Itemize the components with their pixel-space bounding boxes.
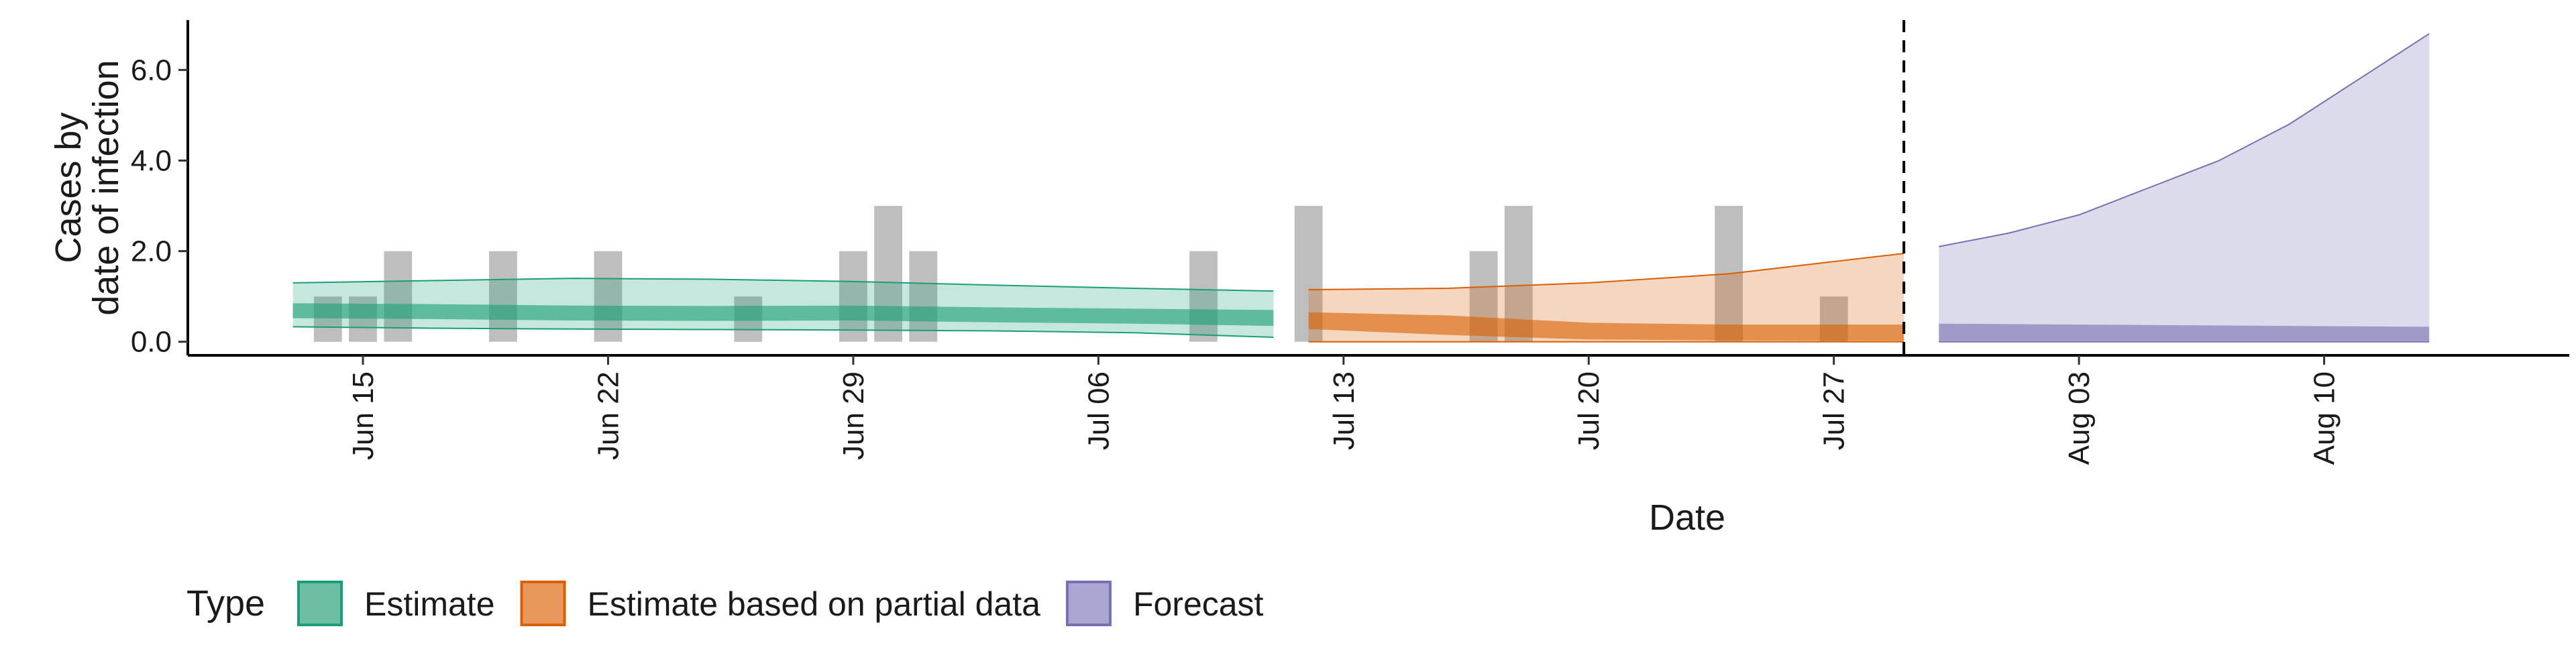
bands-layer bbox=[292, 33, 2430, 343]
x-tick-label: Jun 22 bbox=[592, 371, 625, 460]
x-tick-label: Aug 03 bbox=[2063, 371, 2096, 465]
reported-case-bar bbox=[594, 251, 623, 342]
estimate-lower-line bbox=[292, 326, 1274, 338]
legend-swatch bbox=[297, 581, 343, 626]
estimate-inner-band bbox=[292, 303, 1274, 327]
y-axis-title: Cases bydate of infection bbox=[48, 60, 126, 315]
y-axis-title-line: date of infection bbox=[86, 60, 126, 315]
reported-case-bar bbox=[839, 251, 867, 342]
reported-case-bar bbox=[909, 251, 938, 342]
legend-swatch bbox=[520, 581, 566, 626]
x-axis-title: Date bbox=[1649, 497, 1725, 538]
y-tick-label: 2.0 bbox=[131, 235, 172, 268]
legend-label: Estimate bbox=[364, 585, 495, 623]
x-tick-label: Jun 29 bbox=[837, 371, 870, 460]
reported-case-bar bbox=[384, 251, 413, 342]
legend-title: Type bbox=[186, 583, 265, 624]
estimate-upper-line bbox=[292, 278, 1274, 292]
x-tick-label: Aug 10 bbox=[2308, 371, 2341, 465]
reported-case-bar bbox=[1189, 251, 1218, 342]
y-tick-label: 0.0 bbox=[131, 326, 172, 359]
y-axis-title-line: Cases by bbox=[48, 112, 89, 263]
x-tick-label: Jun 15 bbox=[347, 371, 380, 460]
x-tick-label: Jul 13 bbox=[1328, 371, 1360, 450]
y-tick-label: 6.0 bbox=[131, 54, 172, 86]
partial-estimate-inner-band bbox=[1308, 312, 1904, 341]
legend-layer: Type Estimate Estimate based on partial da… bbox=[186, 581, 1264, 626]
x-tick-label: Jul 27 bbox=[1818, 371, 1851, 450]
forecast-outer-band bbox=[1939, 34, 2430, 342]
legend-label: Forecast bbox=[1133, 585, 1264, 623]
forecast-inner-band bbox=[1939, 323, 2430, 341]
axes-layer: 0.0 2.0 4.0 6.0 Jun 15 Jun 22 Jun 29 Jul 06 Jul … bbox=[48, 20, 2569, 538]
legend-swatch bbox=[1065, 581, 1112, 626]
reported-case-bar bbox=[489, 251, 517, 342]
partial-estimate-upper-line bbox=[1308, 253, 1904, 290]
legend-label: Estimate based on partial data bbox=[588, 585, 1041, 623]
x-tick-label: Jul 20 bbox=[1572, 371, 1605, 450]
forecast-upper-line bbox=[1939, 33, 2430, 247]
x-tick-label: Jul 06 bbox=[1082, 371, 1115, 450]
y-tick-label: 4.0 bbox=[131, 144, 172, 177]
